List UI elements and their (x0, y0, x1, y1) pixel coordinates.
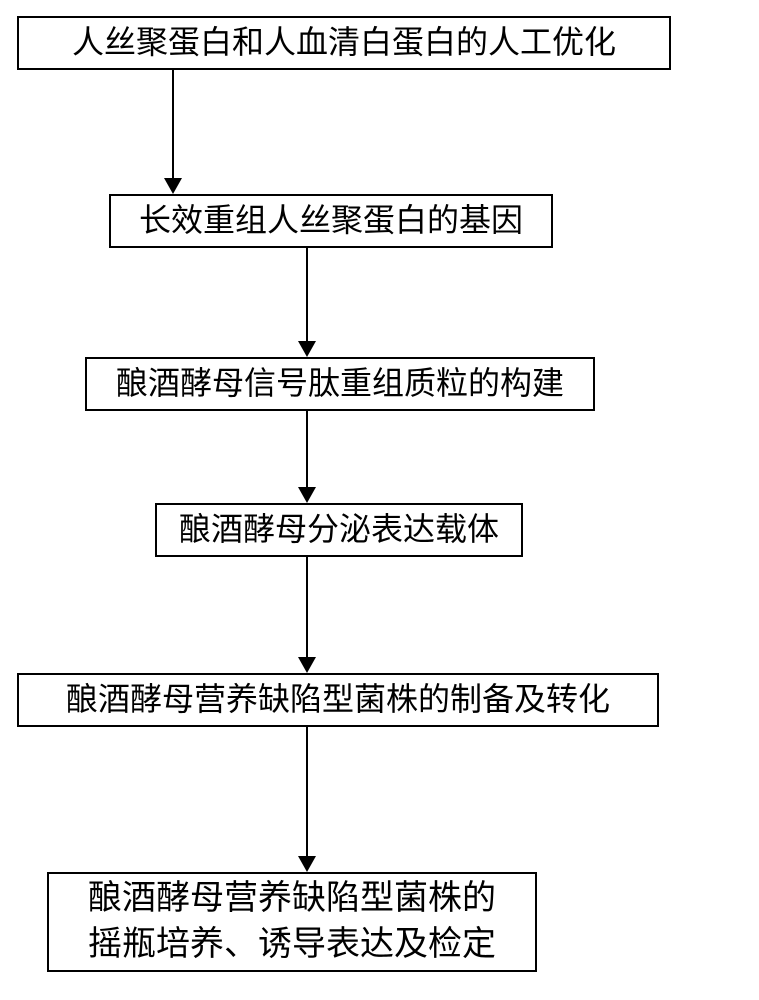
flow-arrow-2-line (306, 248, 308, 341)
flow-arrow-5-head (298, 856, 316, 872)
flow-arrow-3-head (298, 487, 316, 503)
flow-arrow-3-line (306, 411, 308, 487)
flow-arrow-5-line (306, 727, 308, 856)
flow-node-6-label: 酿酒酵母营养缺陷型菌株的摇瓶培养、诱导表达及检定 (57, 876, 527, 968)
flow-node-5-label: 酿酒酵母营养缺陷型菌株的制备及转化 (27, 678, 649, 721)
flow-arrow-2-head (298, 341, 316, 357)
flow-node-2-label: 长效重组人丝聚蛋白的基因 (119, 199, 543, 242)
flow-node-1: 人丝聚蛋白和人血清白蛋白的人工优化 (17, 16, 671, 70)
flow-arrow-1-line (172, 70, 174, 178)
flow-node-6: 酿酒酵母营养缺陷型菌株的摇瓶培养、诱导表达及检定 (47, 872, 537, 972)
flow-arrow-4-line (306, 557, 308, 657)
flow-arrow-1-head (164, 178, 182, 194)
flow-node-3: 酿酒酵母信号肽重组质粒的构建 (85, 357, 595, 411)
flow-arrow-4-head (298, 657, 316, 673)
flow-node-4-label: 酿酒酵母分泌表达载体 (165, 508, 513, 551)
flow-node-3-label: 酿酒酵母信号肽重组质粒的构建 (95, 362, 585, 405)
flow-node-2: 长效重组人丝聚蛋白的基因 (109, 194, 553, 248)
flow-node-5: 酿酒酵母营养缺陷型菌株的制备及转化 (17, 673, 659, 727)
flowchart-canvas: 人丝聚蛋白和人血清白蛋白的人工优化 长效重组人丝聚蛋白的基因 酿酒酵母信号肽重组… (0, 0, 759, 1000)
flow-node-1-label: 人丝聚蛋白和人血清白蛋白的人工优化 (27, 21, 661, 64)
flow-node-4: 酿酒酵母分泌表达载体 (155, 503, 523, 557)
